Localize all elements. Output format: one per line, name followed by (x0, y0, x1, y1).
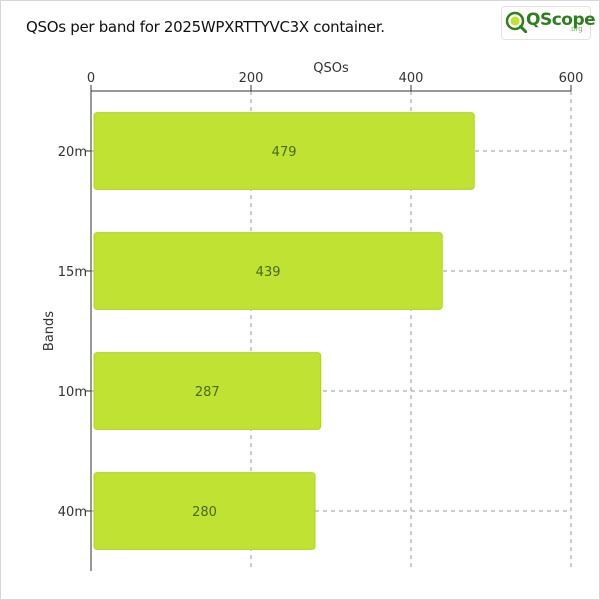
magnifier-q-icon (505, 11, 527, 33)
bar-20m[interactable] (93, 112, 475, 190)
bar-value-label: 439 (256, 265, 281, 280)
x-tick-label: 600 (559, 71, 584, 86)
bar-40m[interactable] (93, 472, 316, 550)
bar-10m[interactable] (93, 352, 322, 430)
bar-value-label: 287 (195, 385, 220, 400)
y-axis-title: Bands (42, 311, 57, 351)
bar-15m[interactable] (93, 232, 443, 310)
qscope-logo[interactable]: QScope .org (501, 6, 596, 40)
bar-value-label: 479 (272, 145, 297, 160)
x-tick-label: 200 (239, 71, 264, 86)
y-tick-label: 20m (58, 145, 87, 160)
logo-subtext: .org (569, 25, 583, 33)
x-axis-title: QSOs (313, 61, 349, 76)
axes: 0 200 400 600 20m 15m 10m 40m (58, 71, 584, 571)
y-tick-label: 10m (58, 385, 87, 400)
bars: 479 439 287 280 (93, 112, 475, 550)
chart-title: QSOs per band for 2025WPXRTTYVC3X contai… (26, 18, 385, 36)
y-tick-label: 40m (58, 505, 87, 520)
x-tick-label: 400 (399, 71, 424, 86)
y-tick-label: 15m (58, 265, 87, 280)
bar-value-label: 280 (192, 505, 217, 520)
x-tick-label: 0 (87, 71, 95, 86)
logo-text: QScope (526, 10, 596, 30)
